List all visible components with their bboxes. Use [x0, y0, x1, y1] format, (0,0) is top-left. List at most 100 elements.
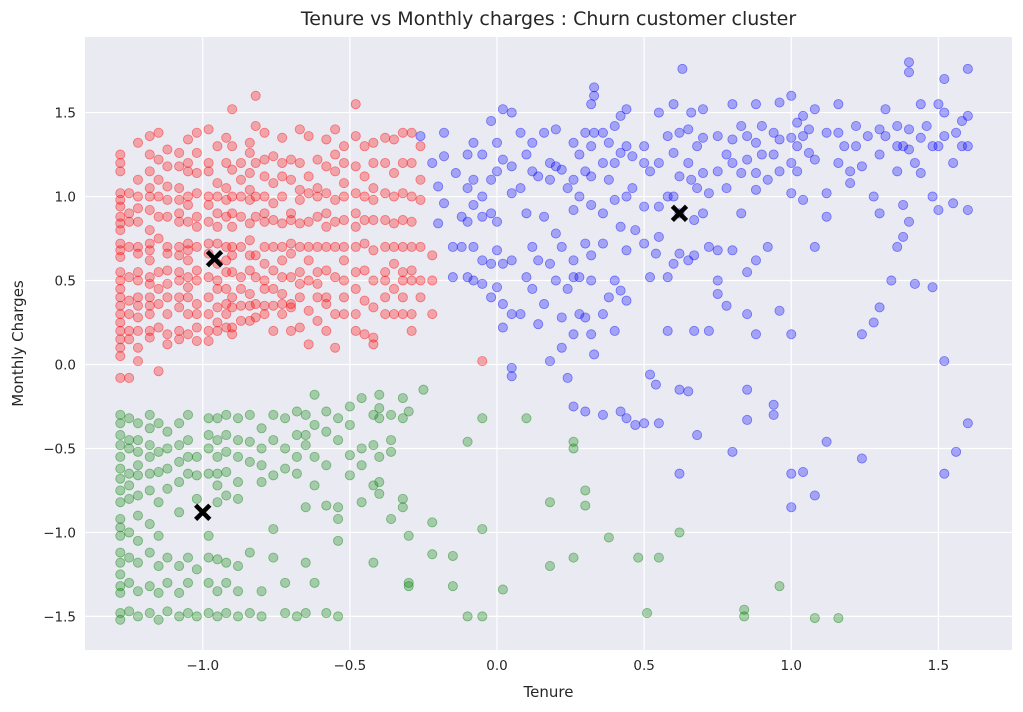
data-point [630, 419, 641, 430]
data-point [330, 342, 341, 353]
data-point [182, 134, 193, 145]
data-point [309, 451, 320, 462]
data-point [162, 309, 173, 320]
data-point [212, 497, 223, 508]
data-point [886, 275, 897, 286]
data-point [191, 127, 202, 138]
data-point [212, 586, 223, 597]
data-point [268, 325, 279, 336]
data-point [191, 241, 202, 252]
data-point [124, 208, 135, 219]
data-point [586, 250, 597, 261]
data-point [727, 245, 738, 256]
data-point [874, 302, 885, 313]
data-point [162, 292, 173, 303]
data-point [468, 241, 479, 252]
data-point [124, 272, 135, 283]
x-tick-label: 0.5 [633, 658, 654, 674]
data-point [589, 90, 600, 101]
data-point [350, 241, 361, 252]
data-point [468, 275, 479, 286]
data-point [898, 231, 909, 242]
data-point [597, 127, 608, 138]
data-point [615, 406, 626, 417]
data-point [774, 97, 785, 108]
data-point [268, 470, 279, 481]
data-point [182, 238, 193, 249]
data-point [645, 166, 656, 177]
data-point [115, 473, 126, 484]
data-point [268, 198, 279, 209]
data-point [174, 250, 185, 261]
data-point [174, 456, 185, 467]
data-point [653, 107, 664, 118]
data-point [550, 161, 561, 172]
data-point [280, 608, 291, 619]
data-point [380, 275, 391, 286]
data-point [397, 502, 408, 513]
data-point [182, 282, 193, 293]
data-point [521, 208, 532, 219]
data-point [674, 384, 685, 395]
data-point [880, 104, 891, 115]
data-point [486, 115, 497, 126]
data-point [662, 131, 673, 142]
data-point [562, 283, 573, 294]
data-point [338, 275, 349, 286]
data-point [132, 203, 143, 214]
data-point [580, 312, 591, 323]
data-point [904, 216, 915, 227]
data-point [639, 238, 650, 249]
data-point [124, 188, 135, 199]
data-point [174, 147, 185, 158]
data-point [115, 194, 126, 205]
data-point [277, 191, 288, 202]
data-point [309, 389, 320, 400]
data-point [162, 606, 173, 617]
data-point [874, 149, 885, 160]
data-point [280, 443, 291, 454]
y-tick-label: 0.0 [55, 357, 76, 373]
data-point [182, 245, 193, 256]
data-point [497, 584, 508, 595]
data-point [132, 174, 143, 185]
data-point [124, 216, 135, 227]
data-point [285, 238, 296, 249]
data-point [468, 199, 479, 210]
data-point [477, 524, 488, 535]
data-point [397, 157, 408, 168]
data-point [285, 325, 296, 336]
data-point [330, 272, 341, 283]
data-point [300, 557, 311, 568]
data-point [227, 302, 238, 313]
data-point [144, 272, 155, 283]
data-point [277, 288, 288, 299]
x-tick-label: 1.5 [928, 658, 949, 674]
data-point [406, 309, 417, 320]
data-point [191, 168, 202, 179]
data-point [621, 191, 632, 202]
data-point [227, 250, 238, 261]
data-point [712, 288, 723, 299]
data-point [462, 611, 473, 622]
data-point [144, 183, 155, 194]
data-point [115, 351, 126, 362]
data-point [333, 514, 344, 525]
data-point [235, 241, 246, 252]
data-point [368, 194, 379, 205]
data-point [833, 613, 844, 624]
data-point [621, 245, 632, 256]
data-point [433, 181, 444, 192]
data-point [277, 272, 288, 283]
data-point [397, 275, 408, 286]
data-point [132, 356, 143, 367]
data-point [300, 440, 311, 451]
data-point [233, 561, 244, 572]
data-point [182, 157, 193, 168]
data-point [132, 325, 143, 336]
data-point [191, 451, 202, 462]
data-point [650, 379, 661, 390]
data-point [359, 215, 370, 226]
data-point [212, 468, 223, 479]
data-point [589, 349, 600, 360]
